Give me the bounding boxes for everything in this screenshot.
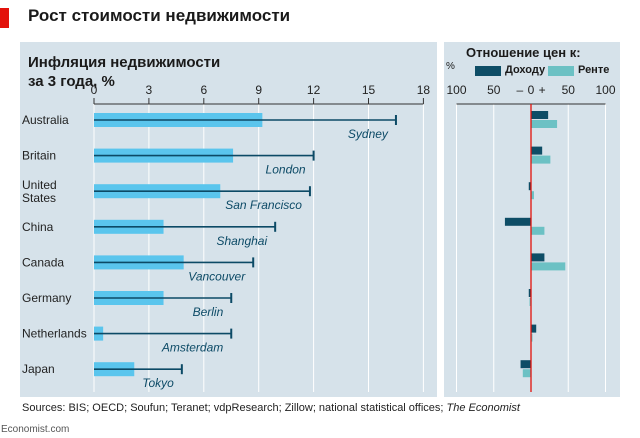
sources-note: Sources: BIS; OECD; Soufun; Teranet; vdp… <box>22 402 520 414</box>
income-bar-canada <box>531 253 545 262</box>
sources-publisher: The Economist <box>446 402 520 414</box>
chart-headline: Рост стоимости недвижимости <box>28 6 291 25</box>
left-panel-background <box>20 42 437 397</box>
right-x-tick-label-pos-100: 100 <box>595 83 615 97</box>
category-label-japan: Japan <box>22 362 55 376</box>
category-label-united-states-line-1: United <box>22 178 57 192</box>
right-x-tick-label-neg-100: 100 <box>446 83 466 97</box>
x-tick-label-12: 12 <box>307 83 321 97</box>
city-label-vancouver: Vancouver <box>188 269 246 283</box>
x-tick-label-6: 6 <box>200 83 207 97</box>
x-tick-label-9: 9 <box>255 83 262 97</box>
income-bar-japan <box>520 360 531 369</box>
x-tick-label-3: 3 <box>146 83 153 97</box>
income-bar-united-states <box>528 182 531 191</box>
legend-rent-label: Ренте <box>578 64 610 76</box>
percent-unit-label: % <box>446 61 455 72</box>
income-bar-germany <box>528 289 531 297</box>
rent-bar-united-states <box>531 191 534 200</box>
right-x-tick-label-pos-50: 50 <box>562 83 576 97</box>
legend-income-swatch <box>475 66 501 76</box>
legend-rent-swatch <box>548 66 574 76</box>
income-bar-britain <box>531 146 543 155</box>
city-label-tokyo: Tokyo <box>142 376 174 390</box>
right-x-tick-label-neg-50: 50 <box>487 83 501 97</box>
city-label-berlin: Berlin <box>193 305 224 319</box>
right-x-tick-label-pos-0: 0 <box>528 83 535 97</box>
right-chart-title: Отношение цен к: <box>466 45 581 60</box>
x-tick-label-0: 0 <box>91 83 98 97</box>
legend-income-label: Доходу <box>505 64 546 76</box>
category-label-canada: Canada <box>22 255 64 269</box>
right-x-tick-label-plus: + <box>539 83 546 97</box>
rent-bar-china <box>531 226 545 235</box>
city-label-shanghai: Shanghai <box>216 234 267 248</box>
city-label-san-francisco: San Francisco <box>225 198 302 212</box>
city-label-sydney: Sydney <box>348 127 389 141</box>
rent-bar-japan <box>522 369 531 378</box>
brand-accent-bar <box>0 8 9 28</box>
category-label-australia: Australia <box>22 113 69 127</box>
income-bar-china <box>504 217 531 226</box>
site-credit: Economist.com <box>1 424 70 435</box>
category-label-germany: Germany <box>22 291 71 305</box>
sources-text: Sources: BIS; OECD; Soufun; Teranet; vdp… <box>22 402 447 414</box>
rent-bar-britain <box>531 155 551 164</box>
right-x-tick-label-minus: – <box>516 83 523 97</box>
rent-bar-netherlands <box>531 333 533 342</box>
category-label-china: China <box>22 220 54 234</box>
rent-bar-germany <box>529 298 531 306</box>
category-label-netherlands: Netherlands <box>22 327 87 341</box>
income-bar-netherlands <box>531 324 537 333</box>
category-label-united-states-line-2: States <box>22 191 56 205</box>
x-tick-label-15: 15 <box>362 83 376 97</box>
left-chart-title: Инфляция недвижимости за 3 года, % <box>28 54 221 90</box>
city-label-london: London <box>266 163 306 177</box>
city-label-amsterdam: Amsterdam <box>161 341 223 355</box>
rent-bar-australia <box>531 120 558 128</box>
rent-bar-canada <box>531 262 566 271</box>
x-tick-label-18: 18 <box>417 83 431 97</box>
income-bar-australia <box>531 111 549 119</box>
category-label-britain: Britain <box>22 149 56 163</box>
